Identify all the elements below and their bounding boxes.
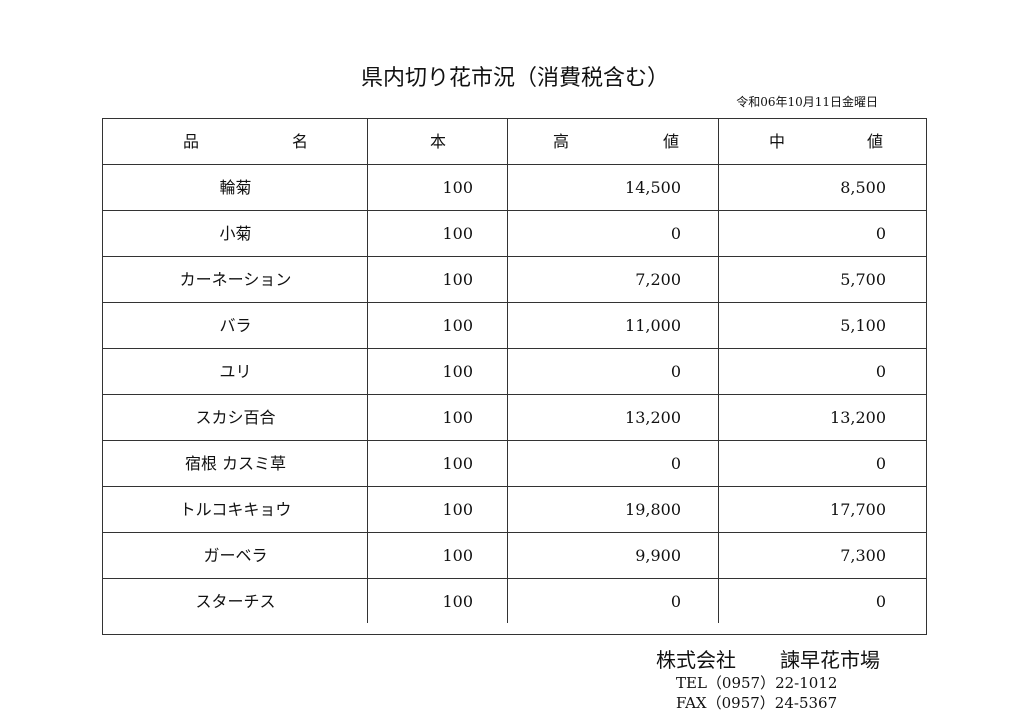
table-row: ガーベラ 100 9,900 7,300: [103, 533, 926, 579]
footer: 株式会社 諫早花市場 TEL（0957）22-1012 FAX（0957）24-5…: [656, 644, 880, 713]
report-date: 令和06年10月11日金曜日: [736, 95, 878, 109]
high-price: 9,900: [635, 546, 681, 565]
item-name: スカシ百合: [195, 408, 276, 427]
mid-price: 0: [875, 224, 886, 243]
item-name: ユリ: [219, 362, 252, 381]
mid-price: 5,100: [840, 316, 886, 335]
high-price: 13,200: [625, 408, 681, 427]
mid-price: 5,700: [840, 270, 886, 289]
mid-price: 13,200: [830, 408, 886, 427]
market-price-table: 品名 本 高値 中値 輪菊 100 14,500 8,500 小菊 100 0 0 カーネーショ…: [102, 118, 927, 635]
column-divider: [367, 119, 368, 623]
mid-price: 0: [875, 592, 886, 611]
company: 株式会社 諫早花市場: [656, 648, 880, 672]
item-name: バラ: [219, 316, 252, 335]
table-row: トルコキキョウ 100 19,800 17,700: [103, 487, 926, 533]
high-price: 19,800: [625, 500, 681, 519]
item-count: 100: [442, 500, 473, 519]
item-name: トルコキキョウ: [179, 500, 292, 519]
table-row: ユリ 100 0 0: [103, 349, 926, 395]
table-row: カーネーション 100 7,200 5,700: [103, 257, 926, 303]
item-name: ガーベラ: [203, 546, 268, 565]
item-count: 100: [442, 546, 473, 565]
mid-price: 0: [875, 362, 886, 381]
item-count: 100: [442, 178, 473, 197]
item-count: 100: [442, 408, 473, 427]
table-row: 小菊 100 0 0: [103, 211, 926, 257]
high-price: 7,200: [635, 270, 681, 289]
item-count: 100: [442, 224, 473, 243]
item-count: 100: [442, 270, 473, 289]
item-name: カーネーション: [179, 270, 292, 289]
fax: FAX（0957）24-5367: [676, 694, 838, 712]
table-row: 宿根 カスミ草 100 0 0: [103, 441, 926, 487]
item-count: 100: [442, 592, 473, 611]
table-header: 品名 本 高値 中値: [103, 119, 926, 165]
high-price: 0: [670, 592, 681, 611]
high-price: 0: [670, 224, 681, 243]
header-name: 品名: [183, 132, 308, 151]
table-row: スカシ百合 100 13,200 13,200: [103, 395, 926, 441]
table-row: バラ 100 11,000 5,100: [103, 303, 926, 349]
table-row: スターチス 100 0 0: [103, 579, 926, 625]
header-count: 本: [429, 132, 446, 151]
mid-price: 17,700: [830, 500, 886, 519]
high-price: 11,000: [625, 316, 681, 335]
page-title: 県内切り花市況（消費税含む）: [360, 66, 669, 91]
item-name: 小菊: [219, 224, 252, 243]
item-count: 100: [442, 316, 473, 335]
header-mid: 中値: [769, 132, 883, 151]
mid-price: 8,500: [840, 178, 886, 197]
column-divider: [718, 119, 719, 623]
high-price: 0: [670, 454, 681, 473]
item-count: 100: [442, 454, 473, 473]
item-name: 輪菊: [219, 178, 252, 197]
item-name: スターチス: [195, 592, 276, 611]
item-name: 宿根 カスミ草: [184, 454, 287, 473]
header-high: 高値: [553, 132, 679, 151]
table-row: 輪菊 100 14,500 8,500: [103, 165, 926, 211]
column-divider: [507, 119, 508, 623]
item-count: 100: [442, 362, 473, 381]
high-price: 14,500: [625, 178, 681, 197]
tel: TEL（0957）22-1012: [676, 674, 838, 692]
high-price: 0: [670, 362, 681, 381]
mid-price: 0: [875, 454, 886, 473]
mid-price: 7,300: [840, 546, 886, 565]
